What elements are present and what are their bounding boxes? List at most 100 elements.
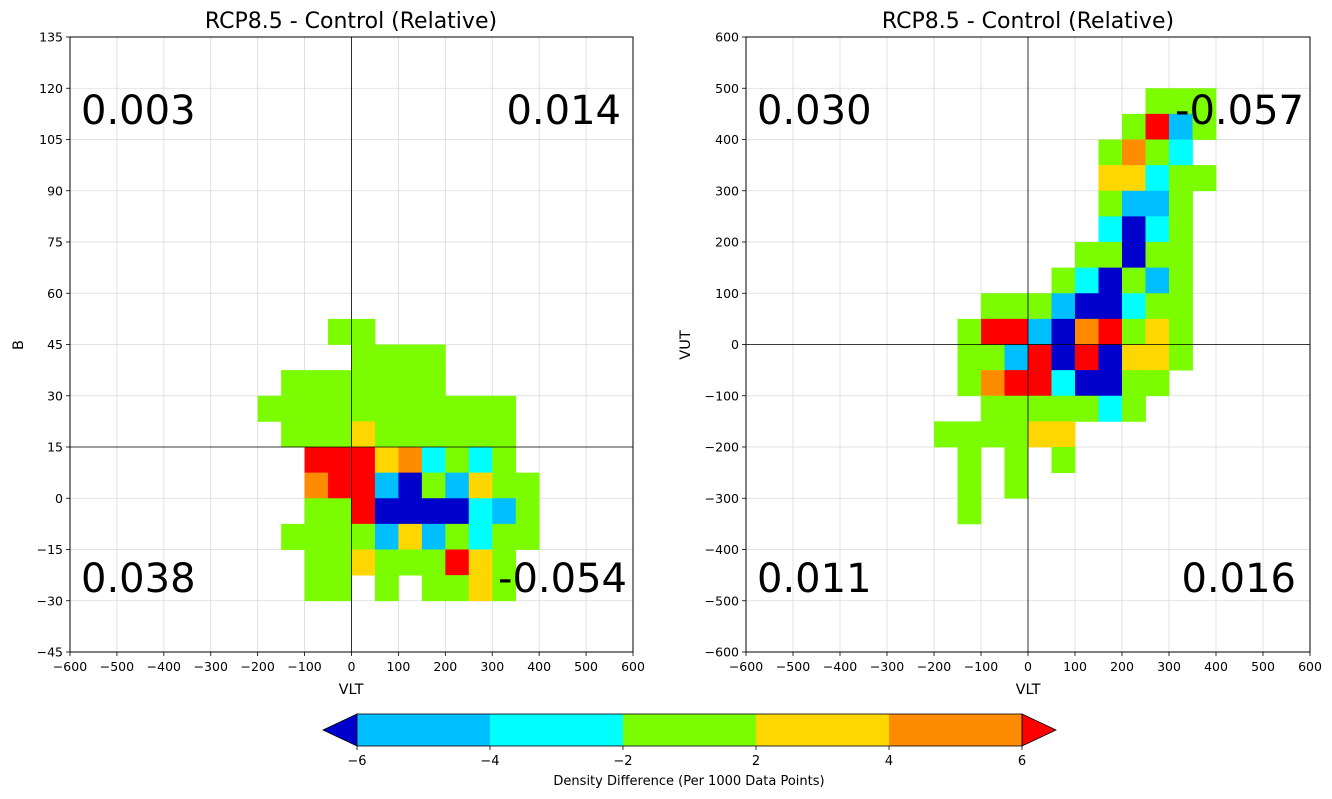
panel-left-heatmap-cell (421, 549, 446, 576)
panel-right-heatmap-cell (1098, 344, 1123, 371)
panel-left-heatmap-cell (398, 523, 423, 550)
panel-right-x-tick-label: −400 (823, 659, 857, 674)
panel-left-y-tick-label: −15 (37, 542, 63, 557)
panel-right-heatmap-cell (1098, 267, 1123, 294)
panel-left-y-tick-label: 75 (47, 235, 63, 250)
panel-left-x-tick-label: −400 (147, 659, 181, 674)
panel-right-heatmap-cell (957, 498, 982, 525)
panel-right-x-tick-label: −500 (776, 659, 810, 674)
panel-right-heatmap-cell (1004, 421, 1029, 448)
panel-left-heatmap-cell (281, 395, 305, 422)
panel-right-heatmap-cell (1051, 293, 1076, 320)
panel-right-heatmap-cell (1145, 216, 1170, 243)
panel-left-heatmap-cell (304, 549, 329, 576)
panel-right-heatmap-cell (1004, 472, 1029, 499)
panel-left-heatmap-cell (328, 523, 352, 550)
panel-left-heatmap-cell (351, 447, 376, 474)
panel-right-heatmap-cell (1122, 242, 1146, 269)
panel-left-heatmap-cell (492, 395, 517, 422)
panel-right-y-tick-label: −600 (705, 645, 739, 660)
panel-left-heatmap-cell (492, 549, 517, 576)
colorbar: −6 −4 −2 2 4 6 Density Difference (Per 1000 D… (322, 713, 1057, 789)
panel-right-heatmap-cell (1169, 190, 1193, 217)
panel-left-x-tick-label: 200 (433, 659, 457, 674)
panel-right-heatmap-cell (1169, 242, 1193, 269)
panel-left-heatmap-cell (281, 370, 305, 397)
panel-right-heatmap-cell (1169, 139, 1193, 166)
panel-right-heatmap-cell (1145, 165, 1170, 192)
panel-left-x-tick-label: 300 (480, 659, 504, 674)
panel-left-heatmap-cell (281, 421, 305, 448)
panel-left-heatmap-cell (351, 472, 376, 499)
panel-right-heatmap-cell (1192, 113, 1217, 140)
panel-left-y-tick-label: 15 (47, 440, 63, 455)
panel-right-heatmap-cell (1169, 293, 1193, 320)
panel-left-heatmap-cell (328, 395, 352, 422)
colorbar-bin (490, 714, 624, 746)
panel-left-heatmap-cell (421, 447, 446, 474)
panel-left-heatmap-cell (445, 472, 470, 499)
panel-right-heatmap-cell (1098, 190, 1123, 217)
panel-right-heatmap-cell (1028, 293, 1052, 320)
panel-right-heatmap-cell (1004, 447, 1029, 474)
panel-left-heatmap-cell (304, 395, 329, 422)
panel-right-heatmap-cell (1122, 293, 1146, 320)
panel-left-heatmap-cell (492, 421, 517, 448)
panel-left-heatmap-cell (351, 549, 376, 576)
panel-left-heatmap-cell (445, 549, 470, 576)
panel-left-heatmap-cell (351, 370, 376, 397)
panel-right-heatmap-cell (981, 395, 1005, 422)
panel-left-y-tick-label: 120 (39, 81, 63, 96)
panel-right-y-tick-label: 200 (715, 235, 739, 250)
panel-right-heatmap-cell (1075, 344, 1099, 371)
panel-right-heatmap-cell (1075, 395, 1099, 422)
panel-right-y-tick-label: 400 (715, 132, 739, 147)
panel-left-heatmap-cell (281, 523, 305, 550)
panel-left-heatmap-cell (374, 523, 399, 550)
panel-left-cells (257, 318, 540, 602)
panel-right-y-tick-label: 600 (715, 30, 739, 45)
colorbar-bin (889, 714, 1023, 746)
panel-right-heatmap-cell (1145, 190, 1170, 217)
colorbar-tick-label: −4 (480, 754, 499, 769)
panel-left-heatmap-cell (398, 472, 423, 499)
panel-left-heatmap-cell (468, 575, 493, 602)
panel-right-heatmap-cell (1075, 242, 1099, 269)
panel-right-heatmap-cell (1098, 216, 1123, 243)
panel-right-heatmap-cell (1145, 293, 1170, 320)
panel-left-heatmap-cell (398, 344, 423, 371)
panel-right-heatmap-cell (1122, 344, 1146, 371)
panel-left-x-tick-label: 500 (574, 659, 598, 674)
panel-left-heatmap-cell (374, 344, 399, 371)
panel-left-heatmap-cell (328, 472, 352, 499)
panel-left-heatmap-cell (374, 421, 399, 448)
panel-right-x-tick-label: 400 (1204, 659, 1228, 674)
panel-right-y-tick-label: −200 (705, 440, 739, 455)
panel-right-x-tick-label: 300 (1157, 659, 1181, 674)
panel-right-x-ticks: −600 −500 −400 −300 −200 −100 0 100 200 300 400 500… (729, 652, 1322, 674)
panel-left-title: RCP8.5 - Control (Relative) (205, 9, 497, 34)
panel-left-heatmap-cell (492, 575, 517, 602)
panel-right-y-tick-label: −100 (705, 388, 739, 403)
panel-right-heatmap-cell (1145, 344, 1170, 371)
panel-left-heatmap-cell (492, 472, 517, 499)
panel-left-heatmap-cell (304, 498, 329, 525)
panel-right-quadrant-top-right: -0.057 (1175, 88, 1304, 134)
panel-left-heatmap-cell (398, 421, 423, 448)
panel-left-heatmap-cell (304, 370, 329, 397)
panel-left-heatmap-cell (421, 370, 446, 397)
panel-left-heatmap-cell (304, 421, 329, 448)
panel-left-heatmap-cell (304, 447, 329, 474)
panel-right-heatmap-cell (1169, 318, 1193, 345)
panel-left-heatmap-cell (445, 447, 470, 474)
panel-left-y-tick-label: 105 (39, 132, 63, 147)
panel-right-heatmap-cell (957, 447, 982, 474)
panel-right-heatmap-cell (1028, 318, 1052, 345)
colorbar-label: Density Difference (Per 1000 Data Points… (553, 774, 824, 789)
panel-left-y-tick-label: −30 (37, 593, 63, 608)
colorbar-tick-label: 4 (885, 754, 893, 769)
panel-right-x-tick-label: 100 (1063, 659, 1087, 674)
panel-left-x-tick-label: −100 (287, 659, 321, 674)
panel-left-heatmap-cell (468, 523, 493, 550)
